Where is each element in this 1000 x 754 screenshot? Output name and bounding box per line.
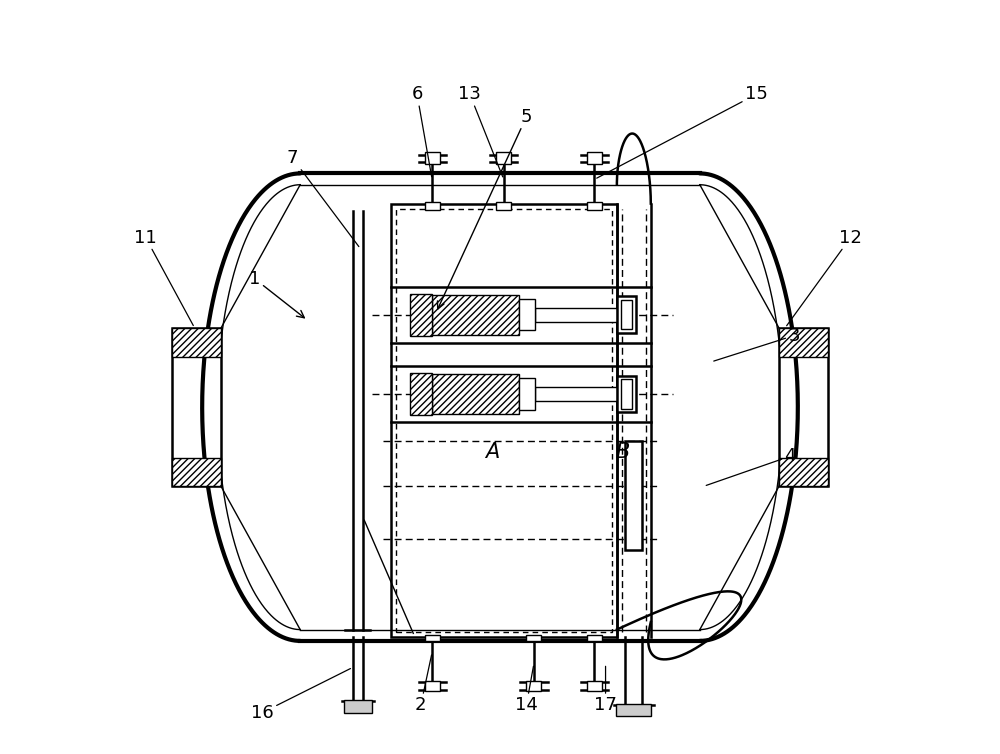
Text: 5: 5: [437, 108, 532, 309]
Text: 13: 13: [458, 85, 503, 177]
Bar: [496, 152, 511, 164]
Bar: [779, 458, 828, 486]
Bar: [425, 635, 440, 641]
Bar: [625, 441, 642, 550]
Text: 4: 4: [706, 447, 796, 486]
Bar: [587, 202, 602, 210]
Text: 14: 14: [515, 667, 538, 714]
Text: 15: 15: [597, 85, 768, 178]
Bar: [432, 374, 519, 414]
Text: 7: 7: [287, 149, 359, 247]
Bar: [526, 681, 541, 691]
Text: 12: 12: [787, 228, 862, 326]
Text: 6: 6: [411, 85, 432, 176]
Text: 3: 3: [714, 326, 800, 361]
Text: 2: 2: [415, 655, 432, 714]
Bar: [425, 681, 440, 691]
Bar: [425, 152, 440, 164]
Text: A: A: [485, 443, 500, 462]
Bar: [617, 296, 636, 333]
Text: 17: 17: [594, 667, 617, 714]
Bar: [779, 328, 828, 486]
Bar: [172, 458, 221, 486]
Text: B: B: [616, 443, 630, 462]
Bar: [535, 308, 617, 322]
Bar: [519, 379, 535, 409]
Bar: [410, 293, 432, 336]
Bar: [172, 328, 221, 357]
Bar: [587, 635, 602, 641]
Bar: [519, 299, 535, 330]
Bar: [396, 209, 612, 632]
Bar: [779, 328, 828, 357]
Bar: [172, 328, 221, 486]
Bar: [621, 379, 632, 409]
Bar: [391, 204, 617, 637]
Bar: [526, 635, 541, 641]
Bar: [617, 375, 636, 412]
Bar: [344, 700, 372, 713]
Bar: [621, 300, 632, 329]
Text: 1: 1: [249, 270, 304, 317]
Bar: [587, 681, 602, 691]
Bar: [432, 295, 519, 335]
Text: 16: 16: [251, 669, 350, 722]
Bar: [425, 202, 440, 210]
Text: 11: 11: [134, 228, 193, 326]
Bar: [616, 704, 651, 716]
Bar: [410, 372, 432, 415]
Bar: [587, 152, 602, 164]
Bar: [496, 202, 511, 210]
Bar: [535, 387, 617, 401]
